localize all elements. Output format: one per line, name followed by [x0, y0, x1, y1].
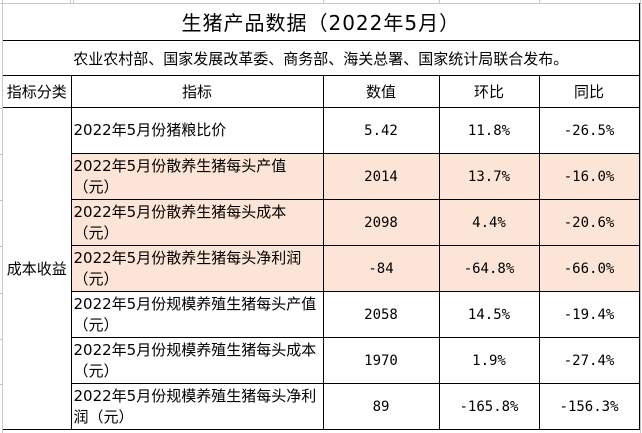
mom-cell[interactable]: 13.7% — [438, 153, 540, 200]
yoy-cell[interactable]: -20.6% — [538, 199, 640, 246]
mom-cell[interactable]: -165.8% — [438, 383, 540, 430]
indicator-cell[interactable]: 2022年5月份规模养殖生猪每头净利润（元） — [70, 383, 324, 430]
table-row: 2022年5月份散养生猪每头净利润（元） -84 -64.8% -66.0% — [3, 245, 640, 292]
gridline — [539, 0, 540, 3]
table-row: 2022年5月份规模养殖生猪每头净利润（元） 89 -165.8% -156.3… — [3, 383, 640, 430]
row-gridline — [0, 384, 3, 385]
gridline — [439, 0, 440, 3]
table-row: 2022年5月份散养生猪每头成本（元） 2098 4.4% -20.6% — [3, 199, 640, 246]
mom-cell[interactable]: 11.8% — [438, 107, 540, 154]
value-cell[interactable]: 1970 — [322, 337, 440, 384]
yoy-cell[interactable]: -19.4% — [538, 291, 640, 338]
gridline — [73, 0, 74, 3]
yoy-cell[interactable]: -27.4% — [538, 337, 640, 384]
indicator-cell[interactable]: 2022年5月份散养生猪每头净利润（元） — [70, 245, 324, 292]
row-gridline — [0, 200, 3, 201]
yoy-cell[interactable]: -156.3% — [538, 383, 640, 430]
mom-cell[interactable]: 14.5% — [438, 291, 540, 338]
yoy-cell[interactable]: -26.5% — [538, 107, 640, 154]
indicator-cell[interactable]: 2022年5月份散养生猪每头成本（元） — [70, 199, 324, 246]
value-cell[interactable]: 5.42 — [322, 107, 440, 154]
gridline — [323, 0, 324, 3]
value-cell[interactable]: 2058 — [322, 291, 440, 338]
row-gridline — [0, 293, 3, 294]
header-mom[interactable]: 环比 — [438, 75, 540, 108]
table-row: 2022年5月份散养生猪每头产值（元） 2014 13.7% -16.0% — [3, 153, 640, 200]
row-gridline — [0, 108, 3, 109]
header-indicator[interactable]: 指标 — [70, 75, 324, 108]
sheet-gridline-right — [640, 0, 641, 433]
indicator-cell[interactable]: 2022年5月份规模养殖生猪每头成本（元） — [70, 337, 324, 384]
mom-cell[interactable]: -64.8% — [438, 245, 540, 292]
table-row: 2022年5月份规模养殖生猪每头成本（元） 1970 1.9% -27.4% — [3, 337, 640, 384]
row-gridline — [0, 246, 3, 247]
value-cell[interactable]: 89 — [322, 383, 440, 430]
mom-cell[interactable]: 1.9% — [438, 337, 540, 384]
data-table: 生猪产品数据（2022年5月） 农业农村部、国家发展改革委、商务部、海关总署、国… — [3, 3, 640, 430]
sheet-subtitle[interactable]: 农业农村部、国家发展改革委、商务部、海关总署、国家统计局联合发布。 — [3, 40, 640, 76]
sheet-gridline-left — [2, 0, 3, 433]
indicator-cell[interactable]: 2022年5月份猪粮比价 — [70, 107, 324, 154]
yoy-cell[interactable]: -16.0% — [538, 153, 640, 200]
mom-cell[interactable]: 4.4% — [438, 199, 540, 246]
value-cell[interactable]: -84 — [322, 245, 440, 292]
header-value[interactable]: 数值 — [322, 75, 440, 108]
indicator-cell[interactable]: 2022年5月份散养生猪每头产值（元） — [70, 153, 324, 200]
table-row: 成本收益 2022年5月份猪粮比价 5.42 11.8% -26.5% — [3, 107, 640, 430]
row-gridline — [0, 339, 3, 340]
gridline — [70, 0, 71, 3]
yoy-cell[interactable]: -66.0% — [538, 245, 640, 292]
header-category[interactable]: 指标分类 — [3, 75, 72, 108]
indicator-cell[interactable]: 2022年5月份规模养殖生猪每头产值（元） — [70, 291, 324, 338]
spreadsheet: 生猪产品数据（2022年5月） 农业农村部、国家发展改革委、商务部、海关总署、国… — [3, 3, 640, 430]
sheet-title[interactable]: 生猪产品数据（2022年5月） — [3, 3, 640, 41]
category-cell[interactable]: 成本收益 — [3, 107, 72, 430]
table-row: 2022年5月份规模养殖生猪每头产值（元） 2058 14.5% -19.4% — [3, 291, 640, 338]
value-cell[interactable]: 2014 — [322, 153, 440, 200]
header-yoy[interactable]: 同比 — [538, 75, 640, 108]
row-gridline — [0, 154, 3, 155]
header-row: 指标分类 指标 数值 环比 同比 — [3, 75, 640, 108]
value-cell[interactable]: 2098 — [322, 199, 440, 246]
